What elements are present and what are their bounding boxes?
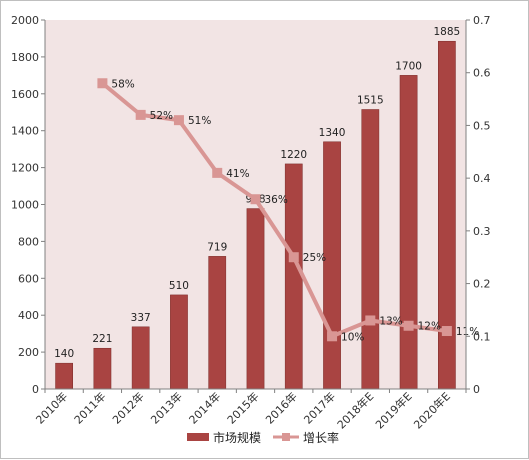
right-axis-tick-label: 0.4 xyxy=(473,172,491,185)
left-axis-tick-label: 2000 xyxy=(11,14,39,27)
bar xyxy=(208,256,227,390)
growth-rate-marker xyxy=(173,115,184,126)
growth-rate-label: 52% xyxy=(150,110,173,122)
bar xyxy=(361,109,380,390)
left-axis-tick-label: 1400 xyxy=(11,125,39,138)
growth-rate-marker xyxy=(135,109,146,120)
growth-rate-marker xyxy=(327,331,338,342)
growth-rate-label: 11% xyxy=(456,326,479,338)
bar xyxy=(55,362,73,390)
line-data-labels: 58% 52% 51% 41% 36% 25% 10% 13% 12% 11% xyxy=(111,78,479,343)
bar xyxy=(438,40,456,390)
legend-label-market-size: 市场规模 xyxy=(213,430,261,445)
growth-rate-label: 12% xyxy=(418,321,441,333)
x-axis-category-label: 2013年 xyxy=(148,389,185,426)
growth-rate-marker xyxy=(403,320,414,331)
bar-value-label: 1885 xyxy=(433,26,460,38)
bar xyxy=(246,208,265,390)
bar-value-label: 1700 xyxy=(395,60,422,72)
bar xyxy=(323,141,341,390)
legend-swatch-market-size xyxy=(187,433,209,441)
right-axis-tick-label: 0.5 xyxy=(473,119,491,132)
growth-rate-marker xyxy=(250,194,261,205)
growth-rate-marker xyxy=(365,315,376,326)
x-axis-category-label: 2014年 xyxy=(186,389,223,426)
growth-rate-label: 41% xyxy=(226,168,249,180)
growth-rate-label: 51% xyxy=(188,115,211,127)
left-axis-tick-label: 1800 xyxy=(11,51,39,64)
legend: 市场规模 增长率 xyxy=(187,430,339,445)
right-axis-tick-label: 0.7 xyxy=(473,14,491,27)
right-axis-tick-label: 0.2 xyxy=(473,278,491,291)
bar-value-label: 337 xyxy=(131,312,151,324)
growth-rate-marker xyxy=(212,167,223,178)
bar-series-market-size xyxy=(55,40,456,390)
right-axis-tick-label: 0.3 xyxy=(473,225,491,238)
bar-value-label: 221 xyxy=(92,333,112,345)
left-axis-tick-label: 1000 xyxy=(11,199,39,212)
x-axis-category-label: 2019年E xyxy=(372,389,414,431)
x-axis-category-label: 2016年 xyxy=(262,389,299,426)
left-axis-tick-label: 200 xyxy=(18,346,39,359)
bar xyxy=(170,294,188,390)
bar-value-label: 1515 xyxy=(357,94,384,106)
left-axis-tick-label: 800 xyxy=(18,235,39,248)
left-axis-tick-label: 400 xyxy=(18,309,39,322)
growth-rate-label: 13% xyxy=(379,315,402,327)
growth-rate-marker xyxy=(288,252,299,263)
bar xyxy=(93,347,112,390)
growth-rate-label: 25% xyxy=(303,252,326,264)
legend-swatch-growth-rate-marker xyxy=(282,433,290,441)
growth-rate-label: 58% xyxy=(111,78,134,90)
bar-value-label: 140 xyxy=(54,348,74,360)
bar xyxy=(399,75,418,390)
x-axis-category-label: 2011年 xyxy=(71,389,108,426)
bar-value-label: 719 xyxy=(207,241,227,253)
x-axis-category-label: 2020年E xyxy=(411,389,453,431)
line-series-growth-rate xyxy=(97,78,452,342)
growth-rate-label: 36% xyxy=(265,194,288,206)
right-axis-tick-label: 0.1 xyxy=(473,330,491,343)
growth-rate-marker xyxy=(441,326,452,337)
bar xyxy=(131,326,150,390)
bar-value-label: 1340 xyxy=(319,127,346,139)
left-axis-tick-label: 1200 xyxy=(11,162,39,175)
left-axis-tick-label: 600 xyxy=(18,272,39,285)
x-axis-category-label: 2017年 xyxy=(301,389,338,426)
right-axis-tick-label: 0 xyxy=(473,383,480,396)
growth-rate-line xyxy=(101,81,448,339)
left-axis-tick-label: 0 xyxy=(32,383,39,396)
growth-rate-label: 10% xyxy=(341,331,364,343)
x-axis-category-label: 2015年 xyxy=(224,389,261,426)
right-axis-tick-label: 0.6 xyxy=(473,67,491,80)
bar-value-label: 1220 xyxy=(280,149,307,161)
x-axis-category-label: 2012年 xyxy=(109,389,146,426)
bar-value-label: 510 xyxy=(169,280,189,292)
left-axis-tick-label: 1600 xyxy=(11,88,39,101)
legend-label-growth-rate: 增长率 xyxy=(303,430,339,445)
x-axis-category-label: 2018年E xyxy=(334,389,376,431)
growth-rate-marker xyxy=(97,78,108,89)
